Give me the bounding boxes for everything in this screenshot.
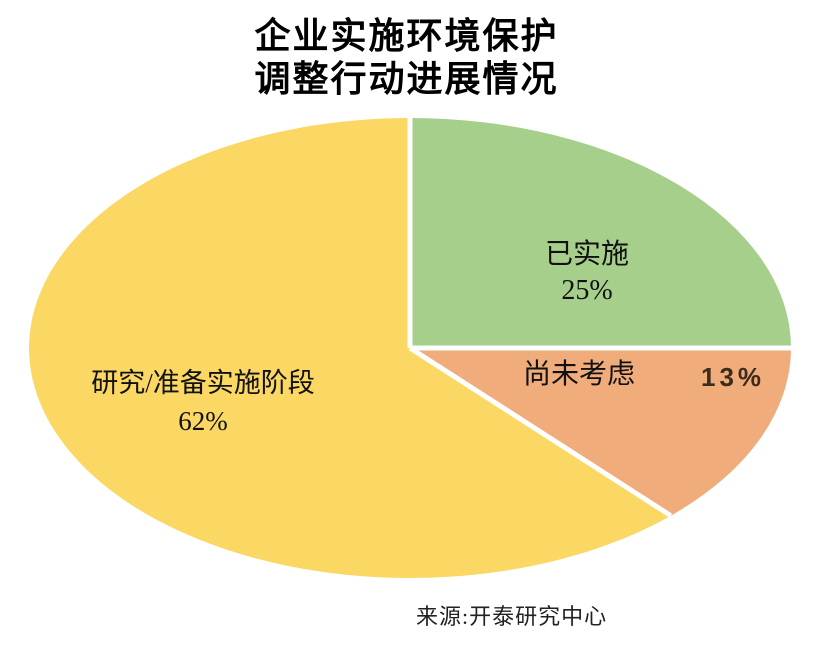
chart-title: 企业实施环境保护 调整行动进展情况 bbox=[0, 14, 813, 100]
label-implemented-value: 25% bbox=[561, 275, 613, 306]
pie-slice-not-considered bbox=[410, 348, 791, 516]
source-note: 来源:开泰研究中心 bbox=[416, 604, 608, 629]
label-research-name: 研究/准备实施阶段 bbox=[91, 368, 315, 398]
label-not-considered-name: 尚未考虑 bbox=[523, 359, 636, 390]
label-research-value: 62% bbox=[178, 406, 228, 436]
chart-title-line1: 企业实施环境保护 bbox=[254, 15, 559, 56]
pie-slice-research bbox=[29, 118, 671, 578]
label-research: 研究/准备实施阶段 62% bbox=[38, 364, 368, 440]
pie-separator-2 bbox=[408, 345, 673, 518]
label-not-considered-value: 13% bbox=[701, 362, 766, 392]
chart-title-line2: 调整行动进展情况 bbox=[254, 58, 559, 99]
label-implemented-name: 已实施 bbox=[544, 239, 629, 270]
pie-slice-implemented bbox=[410, 118, 791, 348]
label-implemented: 已实施 25% bbox=[487, 237, 687, 309]
